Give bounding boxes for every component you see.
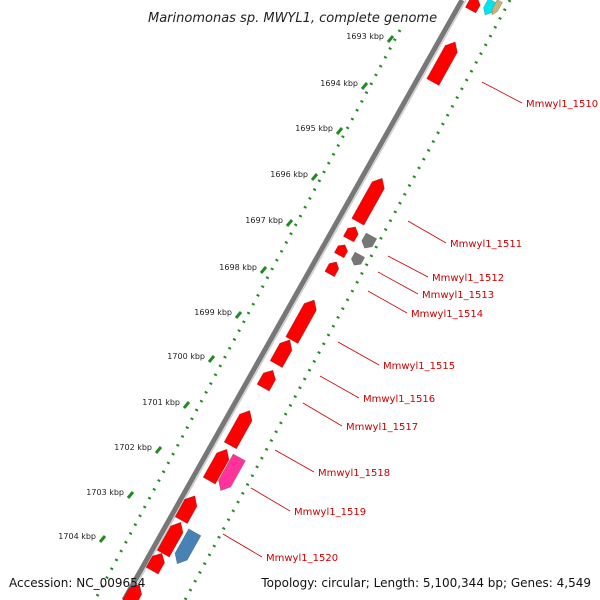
tick-label: 1702 kbp <box>114 443 152 452</box>
gene-leader-line <box>377 271 419 295</box>
gene-leader-line <box>481 81 523 104</box>
gene-leader-line <box>222 533 263 558</box>
gene-leader-line <box>407 220 447 244</box>
tick-mark <box>386 35 395 43</box>
tick-mark <box>154 446 163 454</box>
cds-feature <box>324 261 340 278</box>
tick-label: 1695 kbp <box>295 124 333 133</box>
tick-mark <box>285 219 294 227</box>
tick-label: 1701 kbp <box>142 398 180 407</box>
tick-mark <box>207 355 216 363</box>
tick-label: 1693 kbp <box>346 32 384 41</box>
gene-label: Mmwyl1_1513 <box>422 290 494 301</box>
cds-feature <box>174 495 198 525</box>
gene-label: Mmwyl1_1517 <box>346 422 418 433</box>
cds-feature <box>145 552 165 575</box>
tick-label: 1698 kbp <box>219 263 257 272</box>
tick-label: 1696 kbp <box>270 170 308 179</box>
gene-leader-line <box>367 290 408 314</box>
gene-leader-line <box>319 375 360 399</box>
gene-label: Mmwyl1_1514 <box>411 309 483 320</box>
tick-mark <box>98 535 107 543</box>
genome-backbone <box>121 0 465 600</box>
tick-label: 1704 kbp <box>58 532 96 541</box>
cds-feature <box>223 410 253 450</box>
gene-leader-line <box>337 341 380 366</box>
gene-label: Mmwyl1_1520 <box>266 553 338 564</box>
gene-label: Mmwyl1_1512 <box>432 273 504 284</box>
map-title: Marinomonas sp. MWYL1, complete genome <box>148 11 437 26</box>
tick-mark <box>126 491 135 499</box>
gene-label: Mmwyl1_1511 <box>450 239 522 250</box>
tick-label: 1703 kbp <box>86 488 124 497</box>
cds-feature <box>351 177 385 226</box>
gene-leader-line <box>250 487 291 512</box>
pink-feature <box>218 453 246 491</box>
gene-leader-line <box>302 402 343 427</box>
cds-feature <box>464 0 481 14</box>
cds-feature <box>269 339 293 369</box>
inner-gc-track <box>183 0 512 600</box>
tick-mark <box>234 311 243 319</box>
tick-mark <box>182 401 191 409</box>
gene-label: Mmwyl1_1516 <box>363 394 435 405</box>
gene-label: Mmwyl1_1510 <box>526 99 598 110</box>
gene-leader-line <box>387 255 429 278</box>
cds-feature <box>285 299 317 344</box>
cds-feature <box>156 521 184 558</box>
tick-label: 1699 kbp <box>194 308 232 317</box>
tick-label: 1694 kbp <box>320 79 358 88</box>
cds-feature <box>342 226 359 243</box>
accession-text: Accession: NC_009654 <box>9 576 146 590</box>
genome-backbone-highlight <box>127 0 467 600</box>
gene-label: Mmwyl1_1519 <box>294 507 366 518</box>
tick-mark <box>360 82 369 90</box>
tick-label: 1700 kbp <box>167 352 205 361</box>
gray-feature <box>350 251 366 266</box>
cds-feature <box>333 244 349 259</box>
blue-feature <box>174 528 202 565</box>
tick-mark <box>259 266 268 274</box>
tick-mark <box>310 173 319 181</box>
cds-feature <box>202 448 230 485</box>
tick-label: 1697 kbp <box>245 216 283 225</box>
gene-label: Mmwyl1_1518 <box>318 468 390 479</box>
genome-backbone-white <box>136 0 482 600</box>
tick-mark <box>335 127 344 135</box>
topology-text: Topology: circular; Length: 5,100,344 bp… <box>261 576 591 590</box>
gene-leader-line <box>274 449 315 473</box>
tan-feature <box>491 0 503 16</box>
cds-feature <box>122 584 143 600</box>
gene-label: Mmwyl1_1515 <box>383 361 455 372</box>
gray-feature <box>361 232 378 249</box>
cds-feature <box>426 41 458 86</box>
cds-feature <box>256 369 276 392</box>
